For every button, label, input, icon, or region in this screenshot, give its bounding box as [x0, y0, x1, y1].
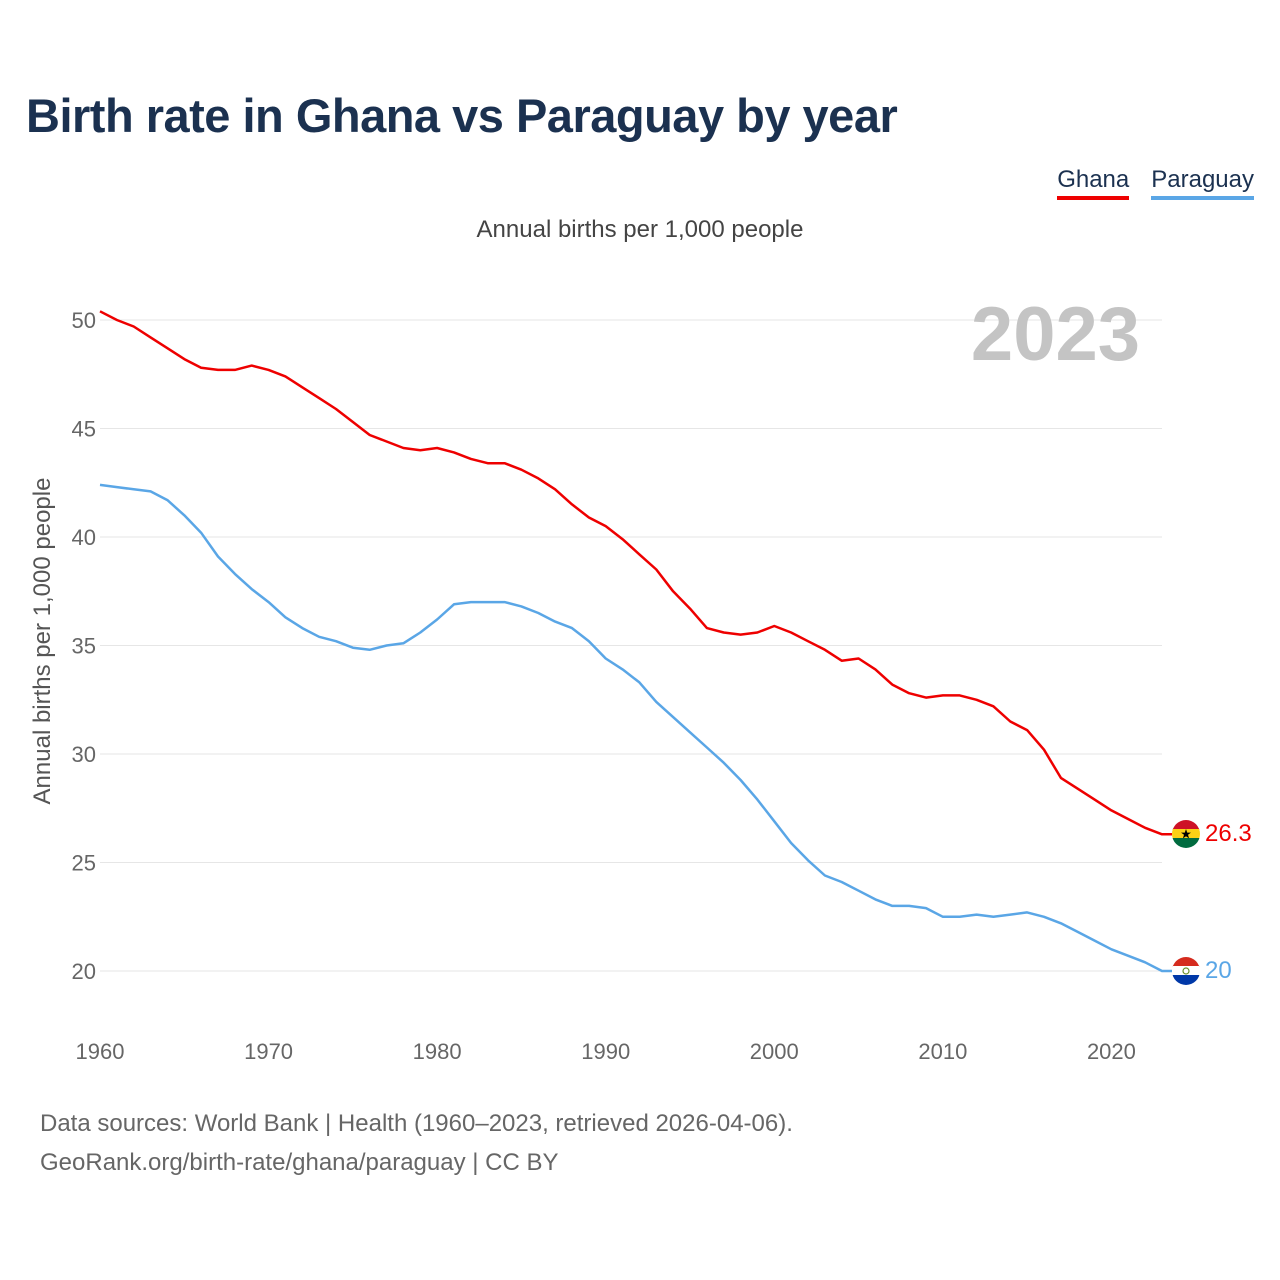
- x-tick-label: 2020: [1087, 1039, 1136, 1064]
- chart-title: Birth rate in Ghana vs Paraguay by year: [26, 89, 898, 142]
- x-tick-label: 1960: [76, 1039, 125, 1064]
- y-tick-label: 40: [72, 525, 96, 550]
- y-axis-label: Annual births per 1,000 people: [29, 478, 56, 805]
- y-tick-label: 50: [72, 308, 96, 333]
- ghana-flag-icon: [1172, 820, 1200, 848]
- paraguay-end-value: 20: [1205, 957, 1232, 984]
- y-tick-label: 35: [72, 634, 96, 659]
- x-tick-label: 2010: [918, 1039, 967, 1064]
- series-line-ghana[interactable]: [99, 310, 1172, 836]
- footer: Data sources: World Bank | Health (1960–…: [40, 1104, 793, 1182]
- y-tick-label: 45: [72, 417, 96, 442]
- x-tick-label: 1980: [413, 1039, 462, 1064]
- source-url[interactable]: GeoRank.org/birth-rate/ghana/paraguay | …: [40, 1149, 559, 1176]
- legend-item-paraguay[interactable]: Paraguay: [1151, 166, 1254, 200]
- y-tick-label: 30: [72, 742, 96, 767]
- paraguay-flag-icon: [1172, 957, 1200, 985]
- ghana-end-value: 26.3: [1205, 820, 1252, 847]
- y-tick-label: 25: [72, 851, 96, 876]
- legend: Ghana Paraguay: [1057, 166, 1254, 200]
- x-tick-label: 2000: [750, 1039, 799, 1064]
- x-tick-label: 1970: [244, 1039, 293, 1064]
- y-tick-label: 20: [72, 959, 96, 984]
- x-tick-label: 1990: [581, 1039, 630, 1064]
- legend-item-ghana[interactable]: Ghana: [1057, 166, 1130, 200]
- data-source-note: Data sources: World Bank | Health (1960–…: [40, 1110, 793, 1137]
- series-line-paraguay[interactable]: [99, 483, 1172, 973]
- chart-subtitle: Annual births per 1,000 people: [476, 216, 804, 243]
- year-watermark: 2023: [971, 292, 1140, 377]
